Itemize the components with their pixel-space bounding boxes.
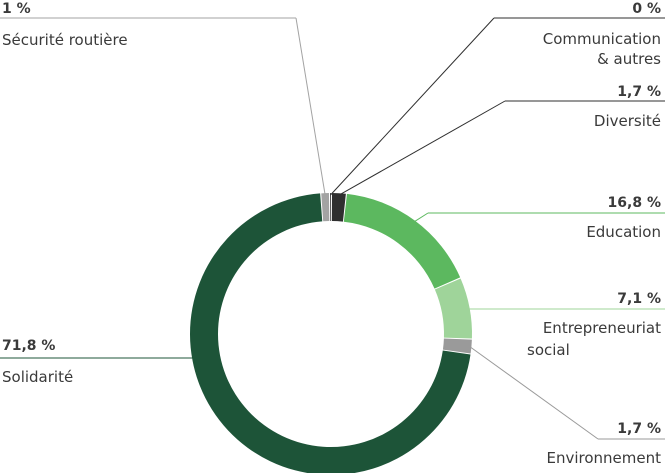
leader-line-entrepreneuriat-social <box>467 307 470 310</box>
category-label-solidarite: Solidarité <box>2 368 73 386</box>
leader-line-diversite <box>338 100 506 196</box>
leader-line-education <box>413 212 429 223</box>
category-label-entrepreneuriat-line2: social <box>527 341 570 359</box>
value-label-securite-routiere: 1 % <box>2 1 31 17</box>
leader-line-securite-routiere <box>295 17 326 196</box>
donut-slices <box>190 193 472 473</box>
slice-diversite <box>331 193 346 222</box>
value-label-diversite: 1,7 % <box>617 84 661 100</box>
leader-line-communication-autres <box>330 17 495 196</box>
value-label-education: 16,8 % <box>608 195 661 211</box>
leader-line-solidarite <box>192 357 230 430</box>
slice-education <box>343 193 461 289</box>
category-label-education: Education <box>586 223 661 241</box>
value-label-environnement: 1,7 % <box>617 421 661 437</box>
category-label-environnement: Environnement <box>546 449 661 467</box>
leader-line-environnement <box>469 345 599 440</box>
category-label-communication-line2: & autres <box>597 50 661 68</box>
slice-environnement <box>442 338 472 354</box>
value-label-communication: 0 % <box>632 1 661 17</box>
category-label-communication-line1: Communication <box>543 30 661 48</box>
slice-entrepreneuriat-social <box>434 278 472 339</box>
value-label-entrepreneuriat: 7,1 % <box>617 291 661 307</box>
slice-securite-routiere <box>321 193 330 222</box>
value-label-solidarite: 71,8 % <box>2 338 55 354</box>
slice-communication-autres <box>330 193 331 222</box>
category-label-securite-routiere: Sécurité routière <box>2 31 128 49</box>
category-label-diversite: Diversité <box>594 112 661 130</box>
leader-lines <box>192 17 599 440</box>
category-label-entrepreneuriat-line1: Entrepreneuriat <box>543 319 661 337</box>
